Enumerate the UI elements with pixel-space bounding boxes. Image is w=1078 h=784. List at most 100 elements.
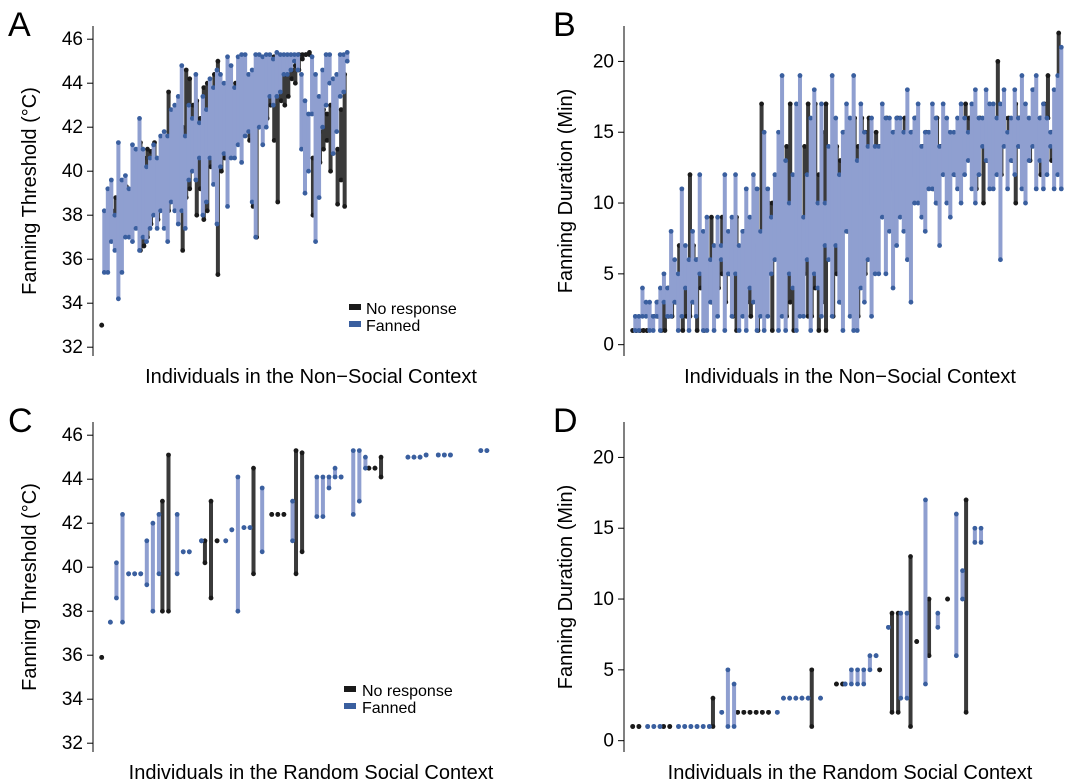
fanned-high-point [189,116,195,121]
fanned-high-point [274,50,280,55]
fanned-low-point [904,695,910,701]
fanned-high-point [1008,115,1014,121]
fanned-low-point [140,234,146,240]
fanned-high-point [260,54,266,60]
no-response-low-point [282,102,288,108]
no-response-low-point [378,474,384,480]
no-response-low-point [809,724,815,729]
fanned-low-point [1030,143,1036,149]
fanned-low-point [115,296,121,302]
y-tick-label: 20 [593,447,614,468]
fanned-low-point [363,465,368,471]
fanned-high-point [886,624,891,630]
no-response-low-point [338,177,344,183]
fanned-high-point [1041,101,1046,107]
fanned-low-point [951,172,957,178]
fanned-high-point [657,285,663,291]
fanned-high-point [270,56,276,62]
fanned-low-point [158,208,164,214]
fanned-low-point [174,571,180,577]
fanned-high-point [645,724,651,729]
fanned-low-point [1044,172,1050,178]
fanned-high-point [140,146,146,152]
fanned-high-point [168,107,174,112]
no-response-high-point [366,465,372,471]
no-response-high-point [667,724,673,729]
y-tick-label: 5 [603,660,614,681]
fanned-low-point [295,67,301,73]
fanned-low-point [225,204,230,209]
fanned-high-point [105,186,111,192]
y-tick-label: 44 [62,73,84,94]
fanned-high-point [811,87,817,93]
fanned-high-point [822,200,828,206]
fanned-high-point [836,172,842,178]
fanned-low-point [313,239,318,245]
fanned-high-point [108,177,114,183]
fanned-low-point [316,195,322,201]
fanned-high-point [235,54,241,60]
panel-a-letter: A [8,6,31,44]
fanned-low-point [898,695,904,701]
fanned-high-point [338,474,344,480]
fanned-low-point [1033,186,1039,192]
fanned-low-point [1019,186,1025,192]
fanned-low-point [747,285,753,291]
fanned-low-point [915,200,921,206]
fanned-low-point [151,212,156,218]
fanned-high-point [972,525,978,531]
fanned-low-point [972,200,978,206]
fanned-low-point [693,313,699,319]
no-response-high-point [269,512,275,517]
fanned-low-point [172,208,178,214]
fanned-low-point [119,270,125,275]
fanned-high-point [107,619,113,625]
fanned-low-point [793,328,799,333]
panel-a-plot [99,50,350,328]
fanned-high-point [309,54,315,60]
fanned-high-point [962,115,968,121]
fanned-high-point [818,695,823,701]
fanned-low-point [650,328,656,333]
no-response-high-point [787,101,793,107]
fanned-low-point [930,186,935,192]
fanned-high-point [940,101,946,107]
fanned-low-point [854,328,860,333]
fanned-low-point [833,243,839,248]
fanned-high-point [154,155,160,161]
fanned-high-point [1033,73,1039,78]
no-response-low-point [289,76,295,82]
fanned-high-point [147,155,153,161]
fanned-low-point [144,239,149,245]
fanned-low-point [731,724,737,729]
fanned-high-point [947,129,953,135]
fanned-low-point [189,168,195,174]
fanned-high-point [783,158,789,163]
fanned-high-point [1051,87,1057,93]
fanned-high-point [423,452,429,458]
fanned-low-point [718,257,724,263]
fanned-high-point [239,52,245,57]
no-response-high-point [710,695,716,701]
no-response-high-point [338,107,344,112]
no-response-low-point [889,709,895,715]
no-response-low-point [321,146,326,152]
fanned-high-point [165,133,171,139]
fanned-high-point [854,158,860,163]
fanned-low-point [150,608,156,614]
fanned-low-point [815,285,821,291]
fanned-high-point [228,63,234,68]
fanned-high-point [242,52,248,57]
fanned-low-point [1051,186,1057,192]
fanned-high-point [758,228,763,234]
fanned-low-point [801,313,806,319]
fanned-low-point [858,285,864,291]
panel-b-plot [630,30,1064,333]
fanned-high-point [235,474,241,480]
fanned-low-point [137,248,142,253]
no-response-low-point [208,595,214,601]
fanned-low-point [1041,186,1046,192]
fanned-high-point [700,228,706,234]
no-response-low-point [292,80,298,86]
